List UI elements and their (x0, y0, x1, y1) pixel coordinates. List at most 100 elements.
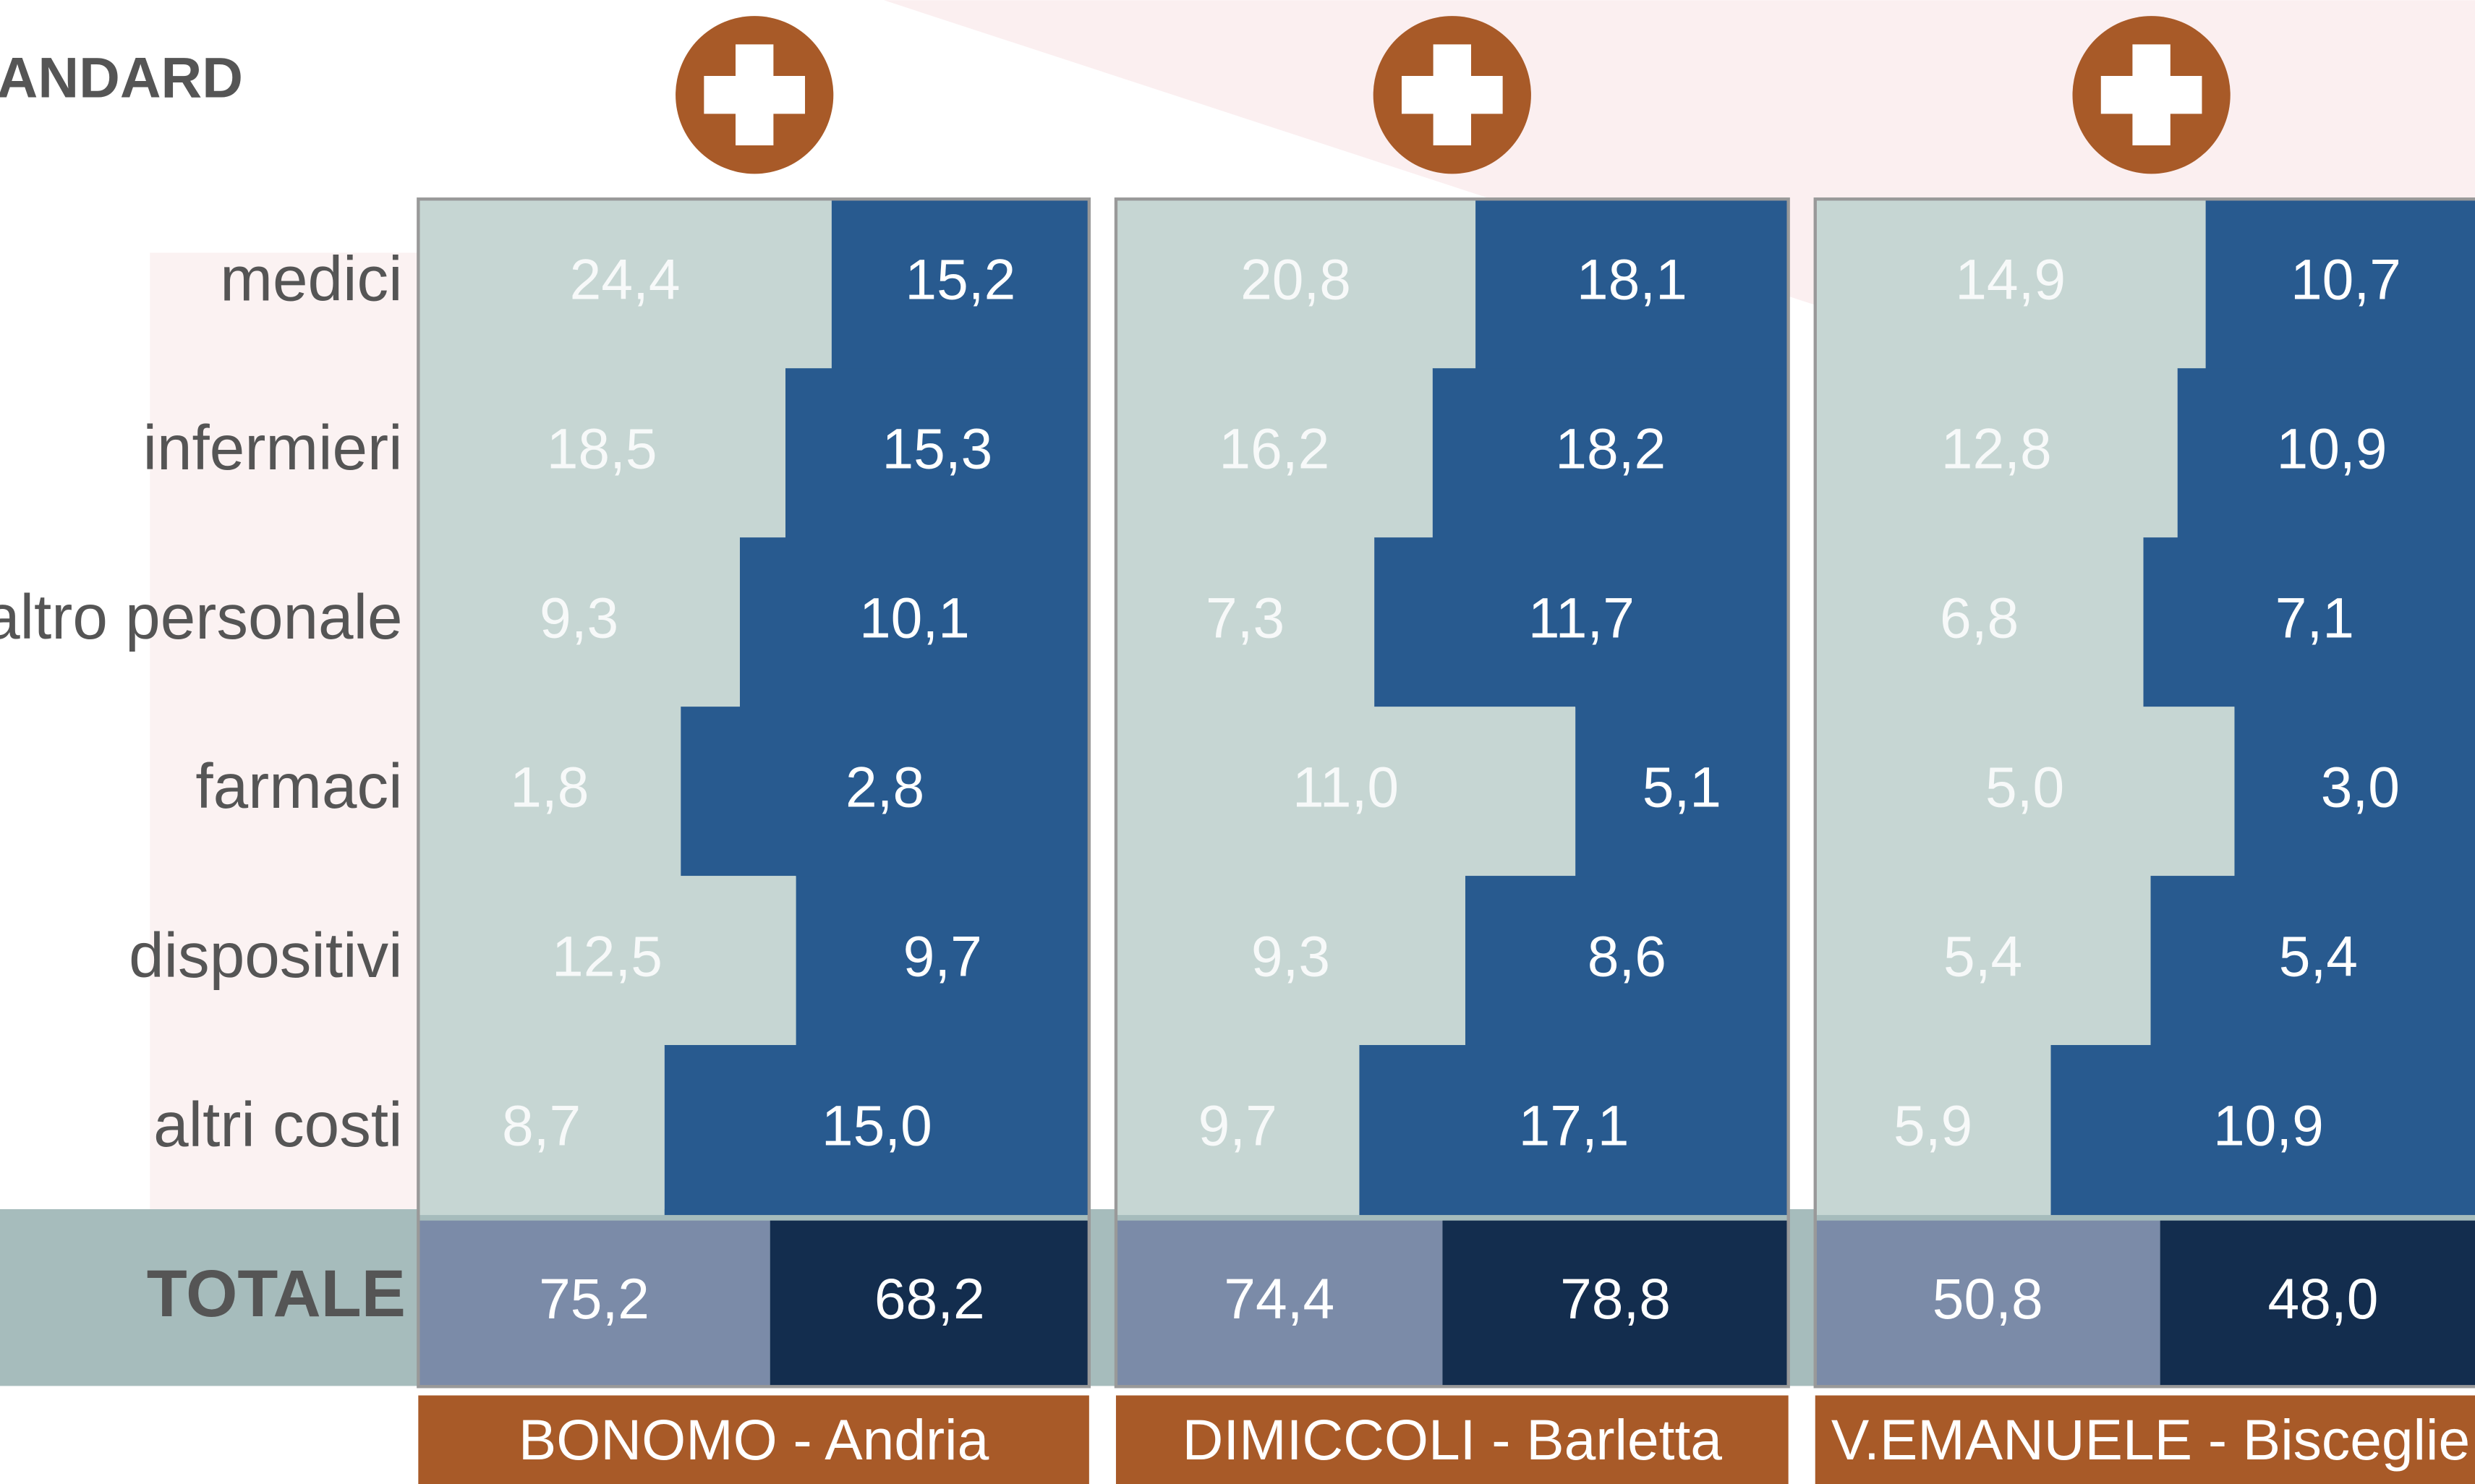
bar-segment (2205, 199, 2475, 370)
value-label: 10,1 (859, 586, 970, 649)
value-label: 15,0 (822, 1093, 932, 1157)
bar-segment (739, 537, 1089, 708)
bar-segment (2150, 876, 2475, 1046)
value-label: 18,5 (547, 417, 657, 480)
bar-segment (1442, 1220, 1789, 1387)
value-label: 9,7 (1198, 1093, 1277, 1157)
bar-segment (1475, 199, 1789, 370)
value-label: 68,2 (874, 1267, 985, 1331)
bar-segment (1115, 199, 1476, 370)
value-label: 2,8 (845, 755, 924, 819)
value-label: 5,4 (1943, 924, 2022, 988)
value-label: 74,4 (1224, 1267, 1334, 1331)
bar-segment (418, 707, 681, 877)
value-label: 9,3 (540, 586, 618, 649)
value-label: 1,8 (510, 755, 589, 819)
value-label: 3,0 (2321, 755, 2400, 819)
value-label: 10,9 (2277, 417, 2387, 480)
hospital-cross (2100, 44, 2202, 146)
title-bar (418, 1395, 1089, 1484)
panel-border (1813, 197, 2475, 1389)
value-label: 11,0 (1292, 755, 1399, 819)
value-label: 78,8 (1560, 1267, 1671, 1331)
bar-segment (2160, 1220, 2475, 1387)
bar-segment (770, 1220, 1089, 1387)
chart-title: V.EMANUELE - Bisceglie (1831, 1408, 2470, 1472)
bar-segment (1465, 876, 1789, 1046)
bar-segment (664, 1045, 1089, 1216)
row-label: infermieri (143, 413, 403, 483)
value-label: 14,9 (1955, 248, 2066, 312)
bar-segment (418, 1045, 665, 1216)
bar-segment (785, 368, 1089, 539)
bar-segment (418, 537, 740, 708)
value-label: 11,7 (1528, 586, 1635, 649)
value-label: 48,0 (2268, 1267, 2379, 1331)
bar-segment (418, 1220, 770, 1387)
row-label: farmaci (195, 751, 402, 822)
bar-segment (1815, 1220, 2160, 1387)
value-label: 12,5 (552, 924, 663, 988)
bar-segment (418, 199, 832, 370)
bar-segment (418, 368, 786, 539)
value-label: 6,8 (1940, 586, 2019, 649)
chart-title: BONOMO - Andria (519, 1408, 989, 1472)
bar-segment (1815, 876, 2151, 1046)
value-label: 9,7 (903, 924, 982, 988)
bar-segment (1115, 1220, 1443, 1387)
value-label: 5,4 (2279, 924, 2358, 988)
value-label: 12,8 (1941, 417, 2052, 480)
bar-segment (1115, 1045, 1360, 1216)
row-label: medici (220, 244, 402, 314)
panel-border (1114, 197, 1790, 1389)
value-label: 7,3 (1206, 586, 1285, 649)
bar-segment (796, 876, 1089, 1046)
bar-segment (418, 876, 796, 1046)
value-label: 7,1 (2275, 586, 2354, 649)
value-label: 50,8 (1933, 1267, 2043, 1331)
value-label: 5,1 (1643, 755, 1721, 819)
bar-segment (2234, 707, 2475, 877)
bar-segment (1432, 368, 1789, 539)
bar-segment (1815, 1045, 2051, 1216)
bar-segment (1374, 537, 1789, 708)
title-bar (1115, 1395, 1789, 1484)
row-label: dispositivi (129, 921, 402, 991)
hospital-cross (1401, 44, 1503, 146)
value-label: 10,7 (2291, 248, 2401, 312)
value-label: 5,9 (1893, 1093, 1972, 1157)
bar-segment (1815, 707, 2235, 877)
bar-segment (2050, 1045, 2475, 1216)
value-label: 5,0 (1985, 755, 2064, 819)
header: ANDARD (0, 46, 243, 110)
bar-segment (1815, 537, 2144, 708)
value-label: 9,3 (1251, 924, 1330, 988)
value-label: 18,1 (1577, 248, 1687, 312)
background-shape (150, 252, 419, 1216)
bar-segment (2177, 368, 2475, 539)
title-bar (1815, 1395, 2475, 1484)
value-label: 8,6 (1588, 924, 1666, 988)
value-label: 8,7 (502, 1093, 581, 1157)
bar-segment (681, 707, 1089, 877)
value-label: 17,1 (1519, 1093, 1630, 1157)
bar-segment (1815, 199, 2206, 370)
value-label: 16,2 (1219, 417, 1329, 480)
value-label: 18,2 (1555, 417, 1666, 480)
bar-segment (1575, 707, 1789, 877)
panel-border (417, 197, 1091, 1389)
value-label: 10,9 (2213, 1093, 2324, 1157)
bar-segment (1815, 368, 2178, 539)
total-label: TOTALE (147, 1257, 406, 1331)
chart-title: DIMICCOLI - Barletta (1183, 1408, 1723, 1472)
value-label: 75,2 (539, 1267, 649, 1331)
bar-segment (1115, 537, 1375, 708)
bar-segment (831, 199, 1089, 370)
bar-segment (2143, 537, 2475, 708)
row-label: altro personale (0, 582, 403, 652)
value-label: 24,4 (570, 248, 681, 312)
bar-segment (1115, 707, 1576, 877)
bar-segment (1115, 876, 1465, 1046)
value-label: 15,3 (882, 417, 992, 480)
